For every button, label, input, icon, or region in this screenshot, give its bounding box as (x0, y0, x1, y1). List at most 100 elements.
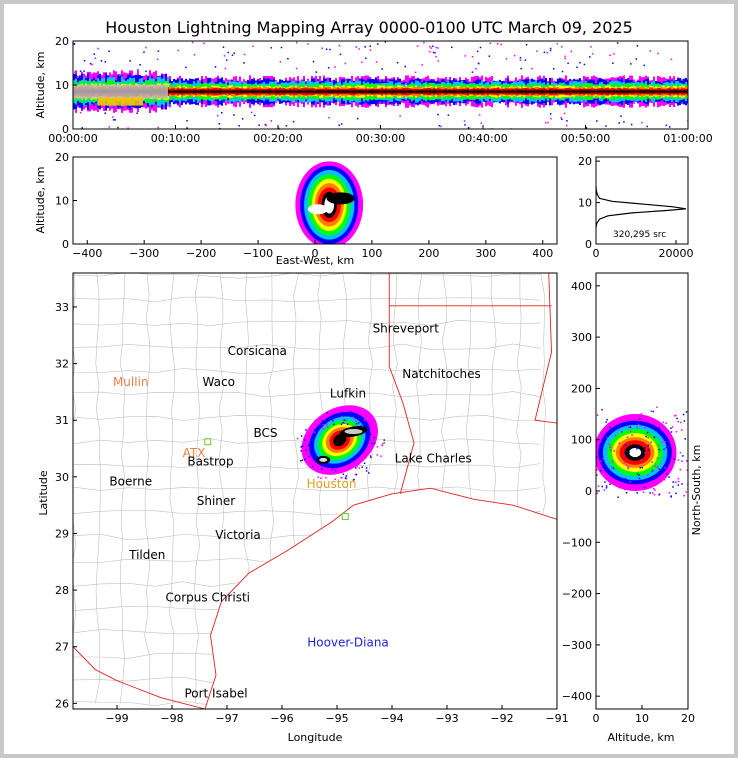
ew-xtick-8: 400 (532, 247, 553, 260)
top-xtick-2: 00:20:00 (253, 132, 302, 145)
ew-ytick-0: 0 (62, 238, 69, 251)
ew-xtick-3: −100 (243, 247, 273, 260)
map-label: Shiner (197, 494, 236, 508)
ns-xtick-1: 10 (635, 712, 649, 725)
map-layers: Shreveport Corsicana Natchitoches Mullin Wac… (73, 273, 557, 709)
map-xtick-2: −97 (215, 712, 238, 725)
map-label: BCS (253, 426, 277, 440)
map-label: Corpus Christi (166, 590, 251, 604)
map-ytick-5: 31 (55, 414, 69, 427)
top-xtick-6: 01:00:00 (663, 132, 712, 145)
map-xtick-4: −95 (325, 712, 348, 725)
top-xtick-4: 00:40:00 (458, 132, 507, 145)
ew-xtick-1: −300 (129, 247, 159, 260)
top-xtick-1: 00:10:00 (151, 132, 200, 145)
tx-la-border (388, 273, 415, 494)
map-xtick-8: −91 (545, 712, 568, 725)
station-marker-0 (204, 438, 212, 446)
map-label: Hoover-Diana (307, 636, 389, 650)
map-panel: Shreveport Corsicana Natchitoches Mullin Wac… (55, 272, 569, 725)
station-marker-1 (341, 512, 349, 520)
altitude-histogram-panel: 0 20000 0 10 20 (578, 155, 694, 260)
top-heatmap (73, 41, 688, 129)
top-ytick-0: 0 (62, 123, 69, 136)
ew-xtick-7: 300 (475, 247, 496, 260)
map-ylabel: Latitude (37, 470, 50, 516)
chart-title: Houston Lightning Mapping Array 0000-010… (105, 18, 633, 37)
ew-heatmap (295, 161, 364, 244)
hist-ytick-1: 10 (578, 197, 592, 210)
ew-xtick-2: −200 (186, 247, 216, 260)
map-label: Corsicana (228, 344, 287, 358)
map-ytick-4: 30 (55, 471, 69, 484)
ns-ytick-0: −400 (562, 690, 592, 703)
map-xlabel: Longitude (288, 731, 343, 744)
mississippi-river (534, 273, 557, 424)
ns-background (596, 273, 688, 709)
north-south-panel: 0 10 20 −400 −300 −200 −100 0 100 200 300 400 (562, 272, 695, 725)
map-label: Bastrop (187, 455, 233, 469)
ns-ytick-6: 200 (571, 382, 592, 395)
ns-xlabel: Altitude, km (607, 731, 674, 744)
top-ytick-1: 10 (55, 79, 69, 92)
map-label: ATX (183, 446, 206, 460)
map-label: Natchitoches (402, 367, 480, 381)
hist-xtick-0: 0 (593, 247, 600, 260)
map-ytick-0: 26 (55, 697, 69, 710)
map-xtick-0: −99 (105, 712, 128, 725)
map-label: Tilden (128, 548, 165, 562)
hist-xtick-1: 20000 (659, 247, 694, 260)
map-xtick-6: −93 (435, 712, 458, 725)
top-xtick-0: 00:00:00 (48, 132, 97, 145)
top-ytick-2: 20 (55, 35, 69, 48)
map-label: Houston (307, 477, 357, 491)
map-label: Waco (203, 375, 235, 389)
ns-xtick-2: 20 (681, 712, 695, 725)
map-label: Shreveport (373, 321, 440, 335)
east-west-panel: −400 −300 −200 −100 0 100 200 300 400 0 10 20 (55, 151, 558, 260)
top-xtick-5: 00:50:00 (561, 132, 610, 145)
hist-frame (595, 156, 689, 245)
ew-ytick-2: 20 (55, 151, 69, 164)
map-ytick-1: 27 (55, 641, 69, 654)
coastline (204, 487, 557, 709)
ew-xtick-4: 0 (312, 247, 319, 260)
map-xtick-7: −92 (490, 712, 513, 725)
time-altitude-panel: 00:00:00 00:10:00 00:20:00 00:30:00 00:40:00… (48, 35, 712, 145)
map-ytick-3: 29 (55, 527, 69, 540)
ns-ytick-7: 300 (571, 331, 592, 344)
ns-ylabel: North-South, km (690, 445, 703, 536)
hist-ytick-0: 0 (585, 238, 592, 251)
ns-ytick-3: −100 (562, 536, 592, 549)
map-label: Boerne (109, 474, 152, 488)
ns-ytick-4: 0 (585, 485, 592, 498)
ns-xtick-0: 0 (593, 712, 600, 725)
map-ytick-2: 28 (55, 584, 69, 597)
ns-ytick-1: −300 (562, 639, 592, 652)
ew-xlabel: East-West, km (276, 254, 354, 267)
hist-ytick-2: 20 (578, 155, 592, 168)
source-count-annotation: 320,295 src (613, 230, 666, 240)
map-xtick-1: −98 (160, 712, 183, 725)
rio-grande (73, 646, 206, 709)
ns-ytick-8: 400 (571, 280, 592, 293)
gulf-water (205, 488, 557, 709)
hist-background (596, 157, 688, 244)
hist-line (596, 185, 687, 228)
top-xtick-3: 00:30:00 (356, 132, 405, 145)
ew-xtick-5: 100 (361, 247, 382, 260)
map-label: Lufkin (330, 387, 366, 401)
map-ytick-6: 32 (55, 358, 69, 371)
map-label: Lake Charles (395, 452, 472, 466)
map-label: Mullin (113, 375, 149, 389)
ew-ytick-1: 10 (55, 195, 69, 208)
map-frame (72, 272, 558, 710)
map-label: Port Isabel (184, 687, 247, 701)
ns-ytick-5: 100 (571, 434, 592, 447)
ns-heatmap (596, 406, 688, 498)
map-xtick-3: −96 (270, 712, 293, 725)
map-label: Victoria (215, 528, 261, 542)
map-xtick-5: −94 (380, 712, 403, 725)
map-ytick-7: 33 (55, 301, 69, 314)
